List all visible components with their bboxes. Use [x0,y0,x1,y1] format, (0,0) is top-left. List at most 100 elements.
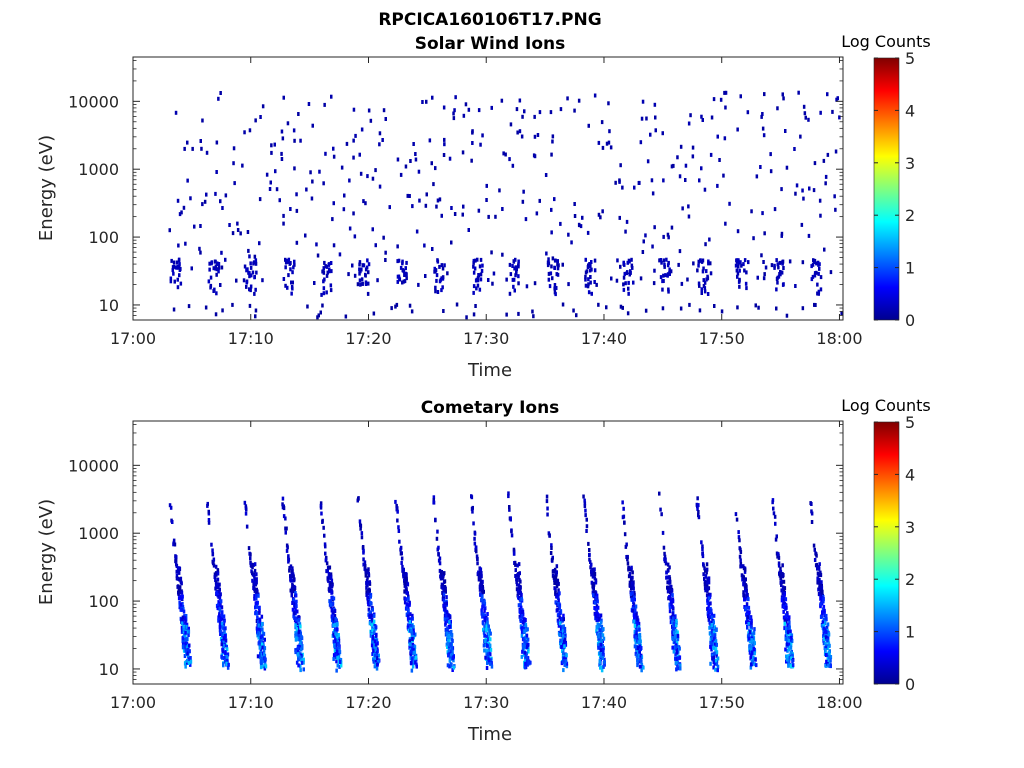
solar-wind-cell [351,263,354,268]
solar-wind-panel: Solar Wind Ions 17:00 17:10 17:20 17:30 17:4… [36,34,863,381]
cometary-cell [334,627,338,632]
cometary-cell [412,625,415,630]
solar-wind-cell [396,244,399,249]
cometary-cell [665,570,668,575]
cometary-cell [603,660,606,665]
solar-wind-cell [481,263,484,268]
cometary-cell [829,655,833,659]
solar-wind-cell [261,278,264,283]
solar-wind-cell [654,128,657,133]
cometary-cell [679,663,682,668]
solar-wind-cell [698,308,702,313]
cometary-cell [336,656,339,661]
cometary-cell [558,615,561,620]
cometary-cell [253,586,256,591]
solar-wind-cell [590,291,593,296]
solar-wind-cell [755,174,759,179]
cometary-cell [636,663,639,668]
cometary-cell [812,543,816,548]
solar-wind-cell [487,278,490,282]
cometary-cell [510,533,514,538]
y-tick-label: 10 [99,296,119,315]
cometary-cell [785,605,788,610]
solar-wind-cell [378,142,381,147]
cometary-cell [398,539,401,544]
cometary-cell [631,590,634,595]
cometary-cell [445,595,448,600]
solar-wind-cell [282,213,285,218]
cometary-cell [297,617,301,622]
cometary-cell [185,637,188,642]
cometary-cell [183,637,187,642]
solar-wind-cell [698,283,701,288]
solar-wind-cell [248,271,251,276]
cometary-cell [374,639,377,644]
cometary-cell [599,613,603,618]
cometary-cell [671,611,675,616]
solar-wind-cell [628,272,631,277]
cometary-cell [365,593,368,597]
cometary-cell [780,571,783,576]
solar-wind-cell [224,193,228,198]
solar-wind-cell [295,240,299,245]
cometary-cell [486,617,489,622]
solar-wind-cell [628,259,631,264]
solar-wind-cell [700,287,703,292]
plot-frame [132,56,844,321]
cometary-cell [474,546,478,550]
cometary-cell [827,663,830,668]
cometary-cell [253,562,257,567]
solar-wind-cell [292,265,295,270]
solar-wind-cell [577,98,581,103]
cometary-cell [291,578,294,583]
cometary-cell [399,545,403,550]
cometary-cell [600,624,604,629]
solar-wind-cell [252,260,256,265]
cometary-cell [260,614,264,619]
cometary-cell [633,615,636,620]
cometary-cell [480,584,483,588]
cometary-cell [223,629,226,634]
cometary-cell [519,619,523,623]
solar-wind-cell [517,264,520,269]
cometary-cell [329,600,332,604]
cometary-cell [822,623,826,628]
cometary-cell [621,500,624,505]
cometary-cell [211,552,215,557]
cometary-cell [480,571,483,575]
cometary-cell [478,584,482,589]
cometary-cell [716,656,720,661]
cometary-cell [593,600,597,605]
cometary-cell [826,635,830,640]
cometary-cell [595,593,599,598]
cometary-cell [365,580,368,585]
solar-wind-cell [462,204,465,209]
solar-wind-cell [668,272,671,276]
cometary-cell [432,495,436,500]
cometary-cell [591,567,595,572]
cometary-cell [713,661,716,666]
cometary-cell [442,598,446,603]
cometary-cell [545,494,549,499]
solar-wind-cell [709,261,712,266]
cometary-cell [368,614,372,619]
cometary-cell [224,651,227,655]
solar-wind-cell [681,206,684,211]
solar-wind-cell [776,106,779,111]
solar-wind-cell [818,198,822,203]
solar-wind-cell [311,179,314,184]
solar-wind-cell [342,207,346,212]
cometary-cell [259,653,262,658]
cometary-cell [185,622,189,627]
solar-wind-cell [624,281,627,286]
solar-wind-cell [203,199,207,204]
cometary-cell [370,617,374,622]
cometary-cell [400,561,403,565]
solar-wind-cell [754,303,757,308]
cometary-cell [334,640,337,645]
cometary-cell [600,640,603,645]
solar-wind-cell [210,260,214,265]
cometary-cell [742,590,745,595]
cometary-cell [638,650,641,655]
solar-wind-cell [524,217,528,222]
